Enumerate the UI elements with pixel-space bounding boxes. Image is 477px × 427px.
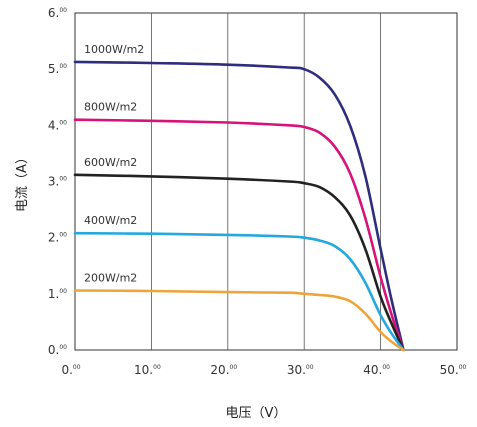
y-tick-label: 2.00 (48, 231, 67, 245)
y-tick-label: 1.00 (48, 287, 67, 301)
series-line (73, 231, 405, 352)
x-tick-label: 50.00 (440, 363, 467, 377)
series-lines (73, 60, 405, 352)
y-tick-label: 4.00 (48, 118, 67, 132)
series-label: 1000W/m2 (84, 43, 144, 56)
y-axis-ticks: 0.00 1.00 2.00 3.00 4.00 5.00 6.00 (48, 6, 67, 357)
series-label: 800W/m2 (84, 101, 137, 114)
y-tick-label: 5.00 (48, 62, 67, 76)
x-axis-title: 电压（V） (226, 406, 287, 421)
series-label: 600W/m2 (84, 156, 137, 169)
series-labels: 1000W/m2 800W/m2 600W/m2 400W/m2 200W/m2 (84, 43, 144, 285)
series-label: 400W/m2 (84, 214, 137, 227)
series-label: 200W/m2 (84, 271, 137, 284)
series-line (73, 118, 405, 352)
y-tick-label: 6.00 (48, 6, 67, 20)
y-axis-title: 电流（A） (15, 151, 30, 212)
x-axis-ticks: 0.00 10.00 20.00 30.00 40.00 50.00 (61, 363, 466, 377)
x-tick-label: 20.00 (210, 363, 237, 377)
x-tick-label: 30.00 (287, 363, 314, 377)
series-line (73, 60, 405, 352)
y-tick-label: 3.00 (48, 175, 67, 189)
x-tick-label: 0.00 (61, 363, 80, 377)
plot-area (74, 12, 458, 351)
series-line (73, 173, 405, 352)
x-tick-label: 40.00 (363, 363, 390, 377)
series-line (73, 289, 405, 352)
x-tick-label: 10.00 (134, 363, 161, 377)
y-tick-label: 0.00 (48, 343, 67, 357)
